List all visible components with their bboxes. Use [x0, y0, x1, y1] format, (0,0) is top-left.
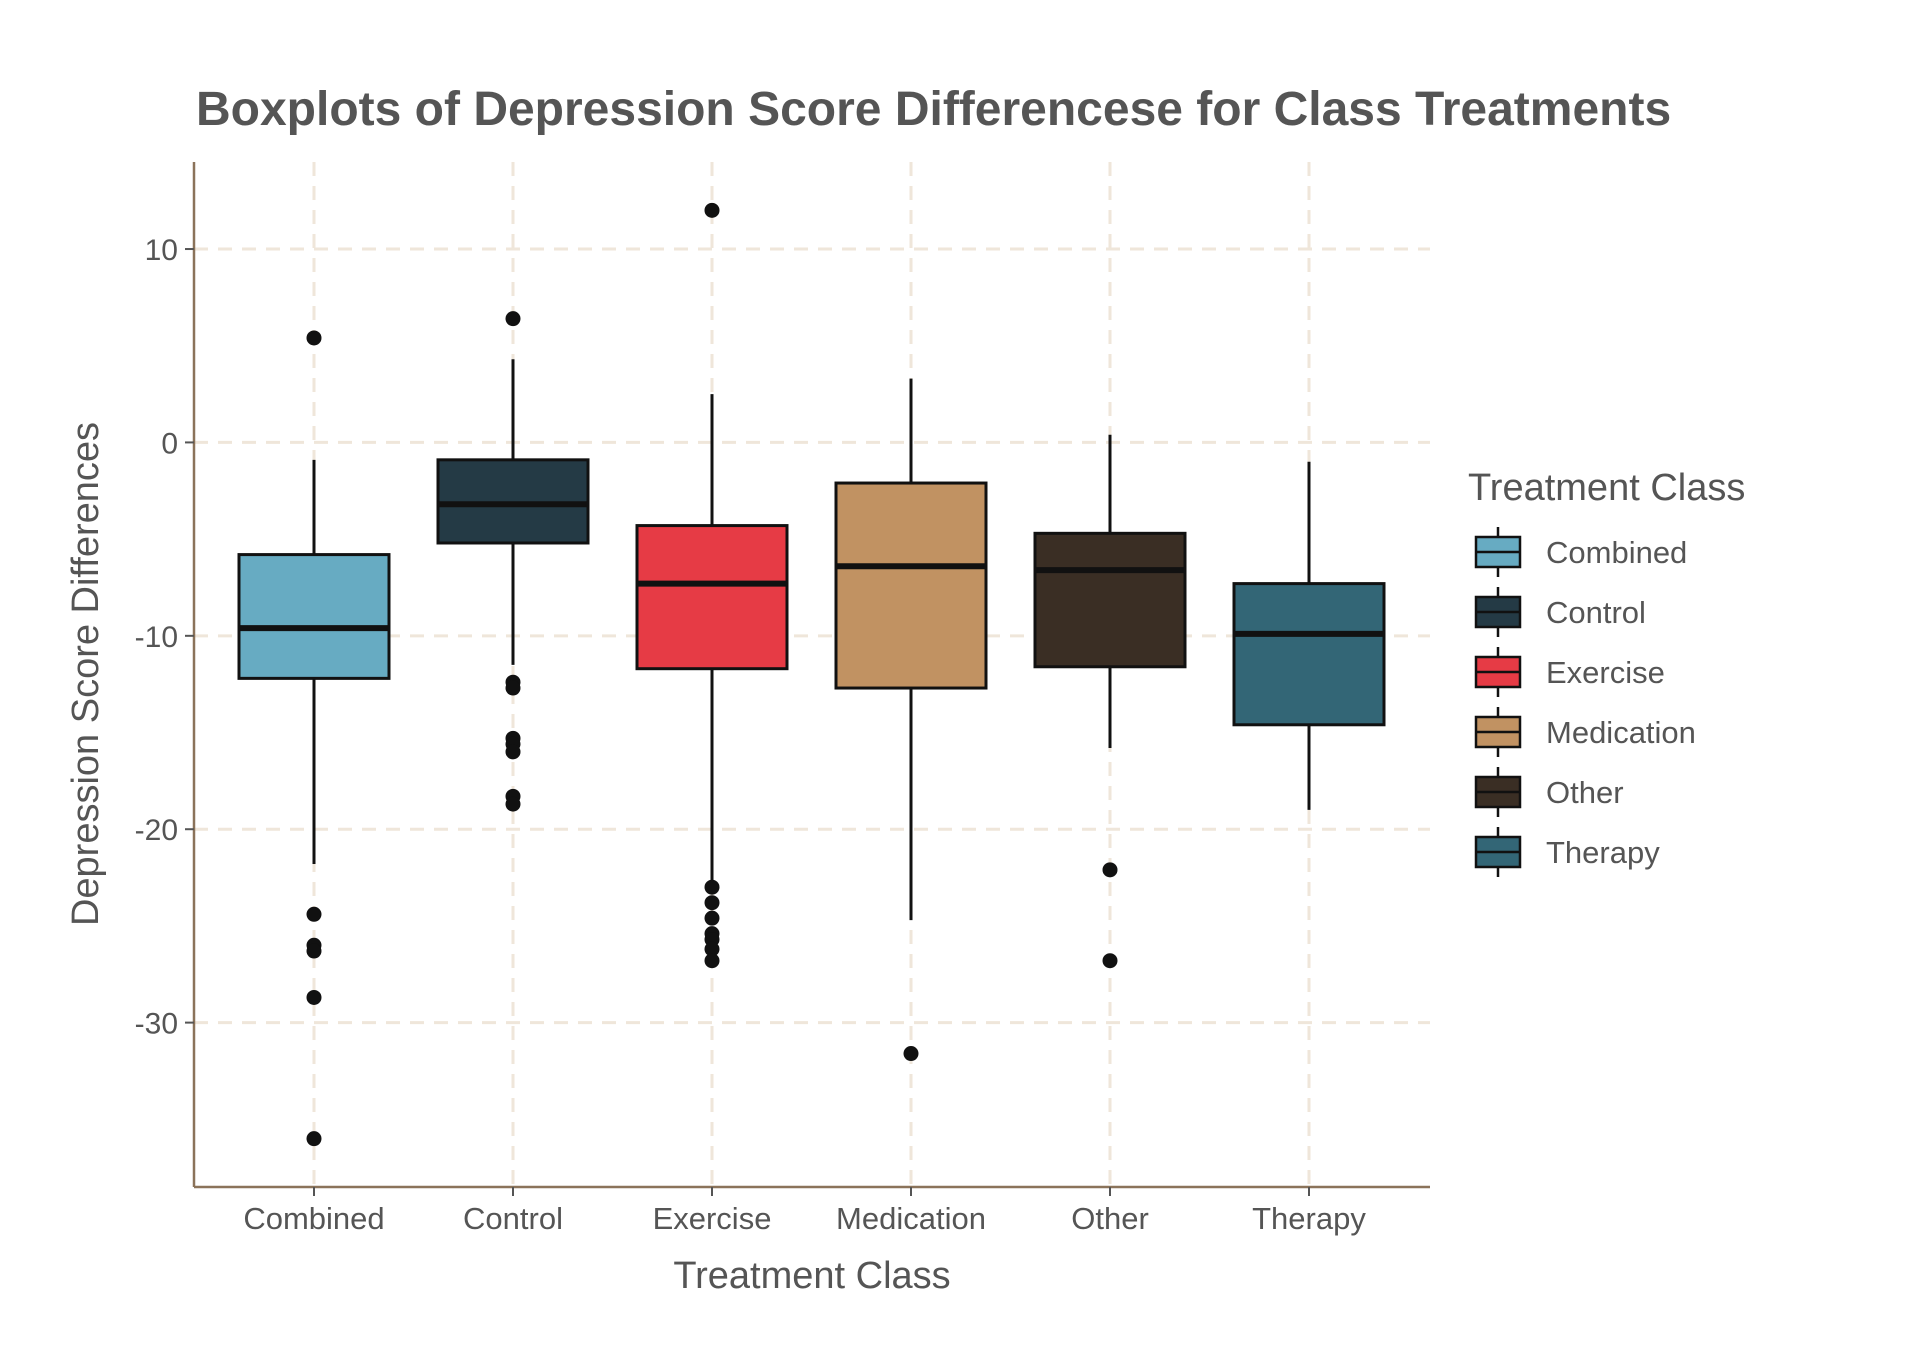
- outlier-point: [505, 311, 521, 327]
- outlier-point: [306, 330, 322, 346]
- legend-item-medication: Medication: [1474, 707, 1696, 757]
- box-iqr: [1033, 531, 1187, 669]
- box-medication: [834, 378, 988, 1062]
- x-tick-label: Exercise: [653, 1201, 772, 1236]
- box-iqr: [834, 481, 988, 690]
- x-axis-title: Treatment Class: [673, 1255, 950, 1297]
- y-tick-label: -20: [135, 814, 178, 847]
- legend-label: Therapy: [1546, 835, 1660, 870]
- outlier-point: [505, 680, 521, 696]
- outlier-point: [704, 895, 720, 911]
- box-iqr: [635, 524, 789, 671]
- legend: Treatment Class Combined Control Exercise M…: [1468, 467, 1745, 877]
- y-tick-label: -30: [135, 1008, 178, 1041]
- x-tick-label: Other: [1071, 1201, 1149, 1236]
- box-groups: [237, 202, 1386, 1147]
- y-tick-label: 10: [145, 234, 178, 267]
- box-iqr: [1232, 582, 1386, 727]
- y-axis-ticks: 10 0 -10 -20 -30: [135, 234, 194, 1041]
- outlier-point: [704, 953, 720, 969]
- legend-item-combined: Combined: [1474, 527, 1687, 577]
- x-tick-label: Combined: [243, 1201, 384, 1236]
- y-tick-label: 0: [161, 427, 178, 460]
- outlier-point: [1102, 953, 1118, 969]
- box-combined: [237, 330, 391, 1147]
- outlier-point: [505, 796, 521, 812]
- chart-title: Boxplots of Depression Score Differences…: [196, 83, 1671, 136]
- box-exercise: [635, 202, 789, 969]
- legend-item-therapy: Therapy: [1474, 827, 1660, 877]
- legend-label: Exercise: [1546, 655, 1665, 690]
- outlier-point: [306, 943, 322, 959]
- x-tick-label: Medication: [836, 1201, 986, 1236]
- x-tick-label: Therapy: [1252, 1201, 1366, 1236]
- legend-title: Treatment Class: [1468, 467, 1745, 509]
- legend-item-control: Control: [1474, 587, 1646, 637]
- outlier-point: [306, 906, 322, 922]
- outlier-point: [903, 1046, 919, 1062]
- legend-item-exercise: Exercise: [1474, 647, 1665, 697]
- legend-label: Control: [1546, 595, 1646, 630]
- outlier-point: [306, 989, 322, 1005]
- x-tick-label: Control: [463, 1201, 563, 1236]
- legend-items: Combined Control Exercise Medication Other Th…: [1474, 527, 1696, 877]
- legend-label: Medication: [1546, 715, 1696, 750]
- box-other: [1033, 434, 1187, 969]
- box-control: [436, 311, 590, 812]
- legend-label: Combined: [1546, 535, 1687, 570]
- box-therapy: [1232, 461, 1386, 810]
- legend-item-other: Other: [1474, 767, 1624, 817]
- x-axis-ticks: Combined Control Exercise Medication Other Th…: [243, 1187, 1366, 1236]
- legend-label: Other: [1546, 775, 1624, 810]
- box-iqr: [237, 553, 391, 680]
- y-tick-label: -10: [135, 621, 178, 654]
- outlier-point: [704, 879, 720, 895]
- outlier-point: [704, 941, 720, 957]
- y-axis-title: Depression Score Differences: [65, 422, 107, 926]
- outlier-point: [306, 1131, 322, 1147]
- outlier-point: [704, 202, 720, 218]
- outlier-point: [704, 910, 720, 926]
- outlier-point: [505, 744, 521, 760]
- outlier-point: [1102, 862, 1118, 878]
